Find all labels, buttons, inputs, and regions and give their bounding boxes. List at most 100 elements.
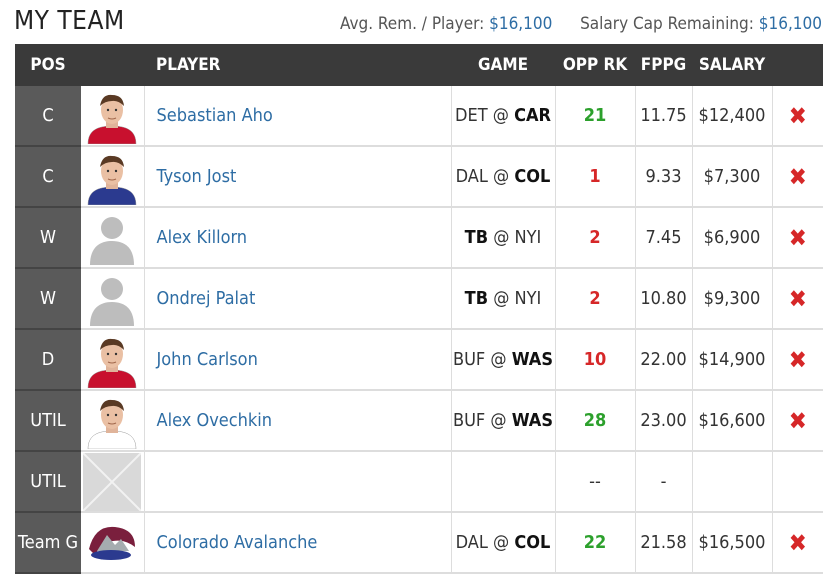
row-remove[interactable]: ✖ [772, 207, 823, 269]
row-game: BUF @ WAS [450, 329, 556, 391]
row-game: DAL @ COL [450, 512, 556, 574]
row-salary: $16,600 [692, 390, 773, 452]
close-icon[interactable]: ✖ [788, 406, 807, 435]
row-fppg: 23.00 [635, 390, 693, 452]
row-opp-rank: 21 [555, 86, 636, 147]
row-position: C [15, 86, 81, 147]
game-away-team: DAL [455, 166, 488, 187]
game-away-team: BUF [452, 349, 486, 370]
col-game: GAME [451, 44, 555, 86]
row-opp-rank: 2 [555, 268, 636, 330]
game-away-team: TB [464, 227, 489, 248]
close-icon[interactable]: ✖ [788, 345, 807, 374]
row-opp-rank: 10 [555, 329, 636, 391]
row-game: TB @ NYI [450, 268, 556, 330]
cap-remaining-label: Salary Cap Remaining: [580, 14, 754, 34]
row-salary: $14,900 [692, 329, 773, 391]
row-opp-rank: 28 [555, 390, 636, 452]
row-position: W [15, 207, 81, 269]
row-position: D [15, 329, 81, 391]
row-photo [81, 329, 145, 391]
row-player-name[interactable]: Alex Killorn [144, 207, 451, 269]
player-silhouette-icon [85, 210, 140, 265]
row-photo [81, 390, 145, 452]
row-remove[interactable]: ✖ [772, 86, 823, 147]
col-remove [772, 44, 823, 86]
row-position: C [15, 146, 81, 208]
table-row: C Tyson Jost DAL @ COL 1 9.33 $7,300 ✖ [15, 146, 823, 208]
row-game [450, 451, 556, 513]
table-header: POS PLAYER GAME OPP RK FPPG SALARY [15, 44, 823, 86]
table-row: UTIL Alex Ovechkin BUF @ WAS 28 23.00 $16,600… [15, 390, 823, 452]
row-remove[interactable]: ✖ [772, 329, 823, 391]
row-photo [81, 207, 145, 269]
row-opp-rank: 22 [555, 512, 636, 574]
row-game: DET @ CAR [450, 86, 556, 147]
game-home-team: WAS [511, 410, 554, 431]
row-remove[interactable]: ✖ [772, 146, 823, 208]
col-pos: POS [15, 44, 81, 86]
row-player-name[interactable]: Colorado Avalanche [144, 512, 451, 574]
row-player-name[interactable]: Sebastian Aho [144, 86, 451, 147]
table-row: D John Carlson BUF @ WAS 10 22.00 $14,900 ✖ [15, 329, 823, 391]
row-opp-rank: 1 [555, 146, 636, 208]
salary-stats: Avg. Rem. / Player: $16,100 Salary Cap R… [340, 14, 822, 34]
row-salary: $9,300 [692, 268, 773, 330]
avg-remaining-value: $16,100 [489, 14, 553, 34]
table-row: UTIL -- - [15, 451, 823, 513]
row-player-name[interactable]: Tyson Jost [144, 146, 451, 208]
row-position: Team G [15, 512, 81, 574]
row-fppg: 10.80 [635, 268, 693, 330]
row-fppg: - [635, 451, 693, 513]
game-home-team: CAR [514, 105, 551, 126]
row-player-name[interactable]: Ondrej Palat [144, 268, 451, 330]
row-fppg: 21.58 [635, 512, 693, 574]
row-remove[interactable]: ✖ [772, 268, 823, 330]
row-game: TB @ NYI [450, 207, 556, 269]
close-icon[interactable]: ✖ [788, 101, 807, 130]
row-opp-rank: 2 [555, 207, 636, 269]
close-icon[interactable]: ✖ [788, 528, 807, 557]
row-position: UTIL [15, 390, 81, 452]
close-icon[interactable]: ✖ [788, 162, 807, 191]
game-away-team: TB [464, 288, 489, 309]
row-player-name[interactable]: Alex Ovechkin [144, 390, 451, 452]
roster-table: POS PLAYER GAME OPP RK FPPG SALARY C Seba… [15, 44, 823, 574]
row-salary [692, 451, 773, 513]
row-game: BUF @ WAS [450, 390, 556, 452]
player-silhouette-icon [85, 271, 140, 326]
col-opp-rk: OPP RK [555, 44, 635, 86]
row-photo [81, 146, 145, 208]
game-away-team: DAL [455, 532, 488, 553]
page-title: MY TEAM [14, 6, 125, 36]
row-remove[interactable]: ✖ [772, 390, 823, 452]
col-player: PLAYER [144, 44, 451, 86]
avg-remaining-label: Avg. Rem. / Player: [339, 14, 485, 34]
row-salary: $6,900 [692, 207, 773, 269]
player-headshot-icon [84, 87, 141, 144]
col-salary: SALARY [692, 44, 772, 86]
row-photo [81, 451, 145, 513]
row-player-name[interactable]: John Carlson [144, 329, 451, 391]
row-player-name [144, 451, 451, 513]
game-away-team: DET [455, 105, 488, 126]
game-home-team: COL [514, 166, 551, 187]
player-headshot-icon [84, 331, 141, 388]
cap-remaining-value: $16,100 [758, 14, 822, 34]
row-salary: $7,300 [692, 146, 773, 208]
row-fppg: 7.45 [635, 207, 693, 269]
row-remove[interactable]: ✖ [772, 512, 823, 574]
close-icon[interactable]: ✖ [788, 284, 807, 313]
close-icon[interactable]: ✖ [788, 223, 807, 252]
table-row: C Sebastian Aho DET @ CAR 21 11.75 $12,400 ✖ [15, 86, 823, 147]
row-game: DAL @ COL [450, 146, 556, 208]
row-salary: $12,400 [692, 86, 773, 147]
col-fppg: FPPG [635, 44, 692, 86]
row-fppg: 11.75 [635, 86, 693, 147]
game-away-team: BUF [452, 410, 486, 431]
row-photo [81, 268, 145, 330]
game-home-team: COL [514, 532, 551, 553]
row-fppg: 9.33 [635, 146, 693, 208]
row-position: W [15, 268, 81, 330]
row-salary: $16,500 [692, 512, 773, 574]
